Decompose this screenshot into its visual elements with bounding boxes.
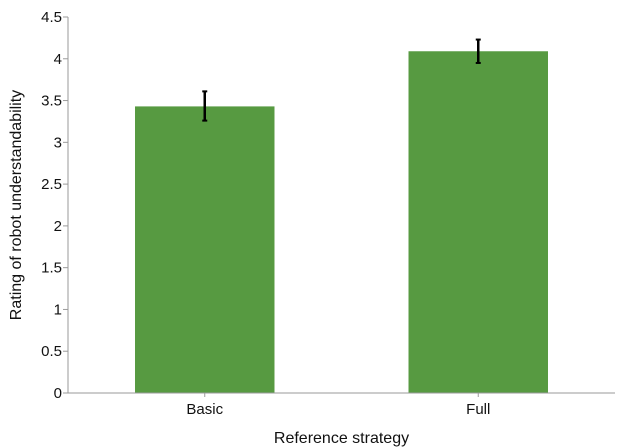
y-tick-label: 3.5 (41, 93, 62, 110)
y-axis-title: Rating of robot understandability (8, 90, 25, 320)
axes-group (67, 17, 615, 394)
y-tick-label: 1.5 (41, 260, 62, 277)
x-axis-title: Reference strategy (274, 430, 409, 447)
bar-full (408, 51, 548, 393)
x-tick-label: Basic (186, 401, 223, 418)
y-tick-label: 0.5 (41, 343, 62, 360)
y-tick-label: 3 (54, 134, 62, 151)
bars-group (135, 51, 548, 393)
x-tick-label: Full (466, 401, 490, 418)
x-ticks-group: Basic Full (186, 393, 490, 418)
y-tick-label: 4.5 (41, 9, 62, 26)
error-bar-full (475, 38, 481, 64)
bar-basic (135, 106, 275, 393)
error-bars-group (202, 38, 481, 122)
y-tick-label: 2 (54, 218, 62, 235)
y-tick-label: 1 (54, 301, 62, 318)
y-tick-label: 4 (54, 51, 62, 68)
y-tick-label: 2.5 (41, 176, 62, 193)
error-bar-basic (202, 90, 208, 122)
y-ticks-group: 0 0.5 1 1.5 2 2.5 3 3.5 4 4.5 (41, 9, 68, 402)
y-tick-label: 0 (54, 385, 62, 402)
